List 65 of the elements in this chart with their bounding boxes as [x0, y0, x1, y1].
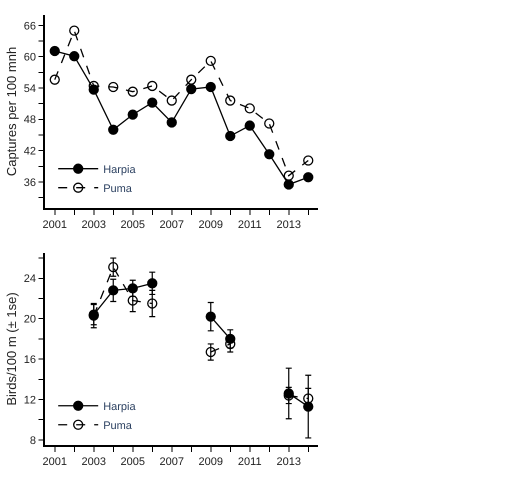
y-tick-label: 8	[30, 434, 36, 447]
y-tick-label: 36	[24, 176, 36, 189]
y-tick-label: 42	[24, 145, 36, 158]
point	[284, 170, 294, 181]
y-tick-label: 12	[24, 394, 36, 406]
x-tick-label: 2013	[276, 218, 301, 231]
point	[128, 109, 138, 120]
point	[264, 118, 274, 129]
point	[206, 82, 216, 92]
point	[206, 312, 216, 322]
point	[166, 95, 177, 106]
point	[225, 130, 236, 142]
point	[108, 262, 118, 272]
point	[108, 82, 118, 92]
point	[186, 74, 196, 85]
point	[69, 26, 80, 36]
x-tick-label: 2011	[238, 218, 262, 231]
y-tick-label: 24	[24, 273, 36, 286]
y-tick-label: 20	[24, 314, 36, 326]
x-tick-label: 2005	[120, 218, 145, 231]
point	[244, 103, 255, 114]
point	[69, 51, 80, 62]
legend-label: Harpia	[103, 401, 136, 414]
x-tick-label: 2003	[82, 456, 106, 468]
point	[303, 172, 314, 182]
point	[206, 346, 216, 358]
y-tick-label: 54	[24, 82, 36, 95]
y-axis-title: Captures per 100 mnh	[4, 46, 20, 176]
point	[166, 117, 177, 128]
point	[147, 298, 158, 309]
y-tick-label: 16	[24, 354, 36, 366]
point	[264, 149, 274, 160]
y-tick-label: 48	[24, 114, 36, 126]
point	[284, 179, 294, 190]
point	[50, 74, 60, 85]
x-tick-label: 2003	[82, 218, 106, 231]
x-tick-label: 2007	[160, 218, 184, 231]
point	[108, 124, 118, 135]
x-tick-label: 2009	[198, 456, 223, 468]
point	[147, 97, 158, 108]
x-tick-label: 2009	[198, 218, 223, 231]
point	[186, 84, 196, 94]
x-tick-label: 2001	[42, 456, 67, 468]
point	[50, 46, 60, 56]
point	[206, 56, 216, 66]
point	[147, 80, 158, 92]
x-tick-label: 2011	[238, 456, 262, 468]
point	[128, 86, 138, 97]
point	[303, 393, 314, 404]
legend-label: Puma	[103, 183, 133, 195]
point	[108, 285, 118, 296]
x-tick-label: 2007	[160, 456, 184, 468]
point	[244, 120, 255, 131]
point	[303, 155, 314, 166]
y-tick-label: 66	[24, 20, 36, 32]
legend-label: Puma	[103, 420, 133, 432]
point	[128, 295, 138, 306]
x-tick-label: 2001	[42, 218, 67, 231]
x-tick-label: 2013	[276, 456, 301, 468]
point	[225, 95, 236, 106]
legend-label: Harpia	[103, 164, 136, 176]
y-axis-title: Birds/100 m (± 1se)	[4, 292, 20, 406]
point	[147, 278, 158, 288]
y-tick-label: 60	[24, 52, 36, 64]
x-tick-label: 2005	[120, 456, 145, 468]
